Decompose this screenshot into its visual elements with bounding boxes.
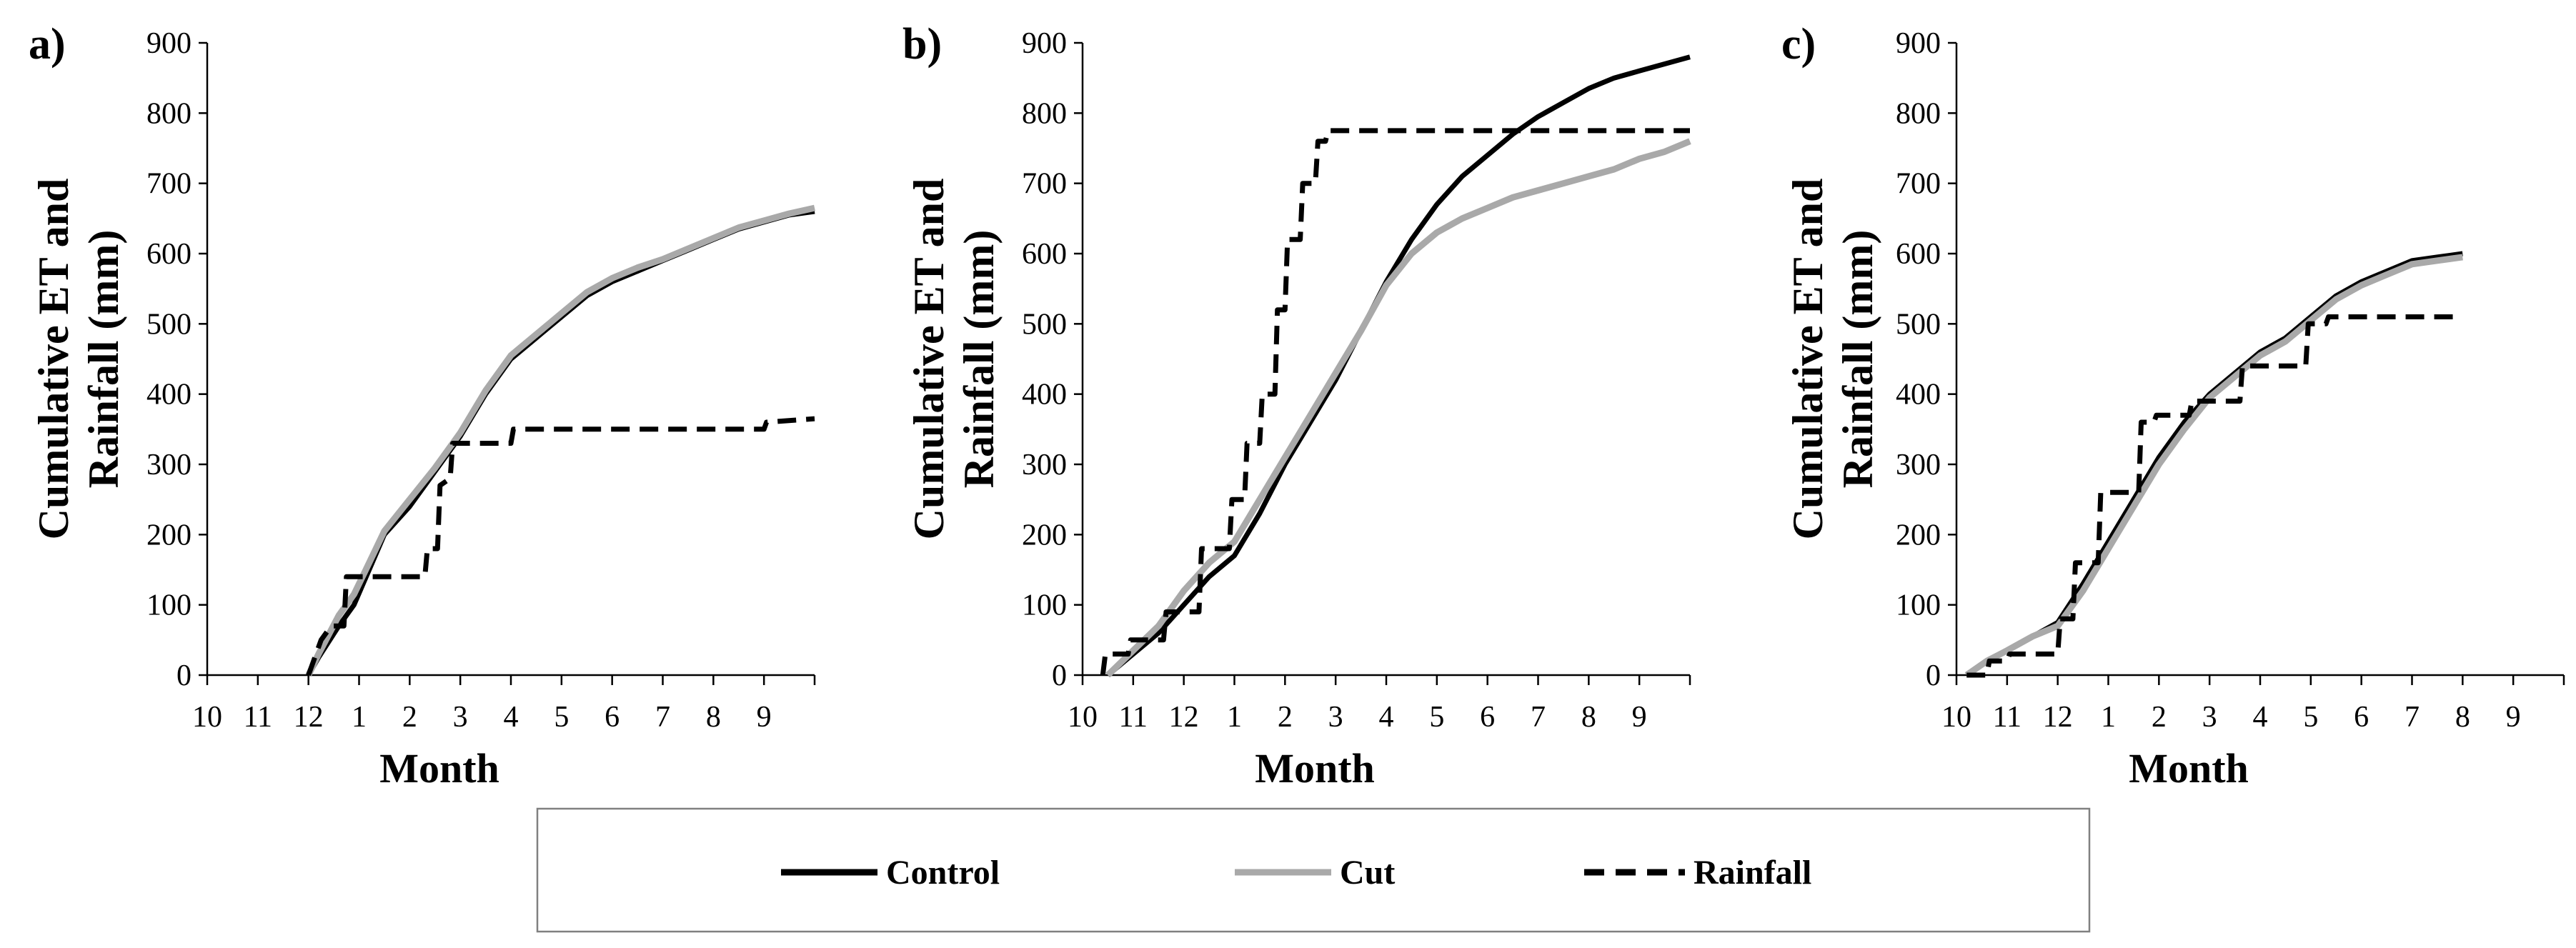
- y-tick-label: 200: [1896, 519, 1941, 552]
- series-cut: [1105, 138, 1691, 678]
- y-tick-label: 900: [1022, 27, 1067, 60]
- legend-label-rainfall: Rainfall: [1694, 854, 1811, 892]
- x-tick-label: 4: [2253, 701, 2268, 734]
- y-axis-label-line2: Rainfall (mm): [80, 230, 127, 489]
- y-tick-label: 0: [1926, 659, 1941, 692]
- x-tick-label: 5: [554, 701, 569, 734]
- y-tick-label: 900: [1896, 27, 1941, 60]
- x-tick-label: 3: [1328, 701, 1343, 734]
- x-axis-label: Month: [379, 745, 499, 792]
- x-tick-label: 8: [2455, 701, 2470, 734]
- y-axis-label-line1: Cumulative ET and: [30, 179, 77, 540]
- y-axis-label-line2: Rainfall (mm): [1834, 230, 1881, 489]
- x-tick-label: 5: [2303, 701, 2318, 734]
- x-tick-label: 10: [192, 701, 222, 734]
- y-tick-label: 600: [1896, 238, 1941, 271]
- x-tick-label: 11: [1119, 701, 1148, 734]
- x-tick-label: 9: [2506, 701, 2521, 734]
- panel-label: c): [1781, 20, 1816, 69]
- x-tick-label: 9: [1632, 701, 1647, 734]
- x-tick-label: 8: [1581, 701, 1596, 734]
- x-tick-label: 7: [2405, 701, 2420, 734]
- y-axis-label-line1: Cumulative ET and: [1784, 179, 1831, 540]
- x-axis-label: Month: [1255, 745, 1375, 792]
- x-tick-label: 4: [504, 701, 519, 734]
- x-tick-label: 3: [453, 701, 468, 734]
- y-tick-label: 600: [1022, 238, 1067, 271]
- x-tick-label: 4: [1379, 701, 1394, 734]
- x-tick-label: 2: [402, 701, 417, 734]
- x-tick-label: 2: [1278, 701, 1293, 734]
- x-axis-label: Month: [2129, 745, 2249, 792]
- x-tick-label: 8: [706, 701, 721, 734]
- x-tick-label: 3: [2202, 701, 2217, 734]
- y-tick-label: 500: [1022, 308, 1067, 341]
- series-cut: [305, 204, 815, 677]
- legend-label-cut: Cut: [1340, 854, 1395, 892]
- y-axis-label-line2: Rainfall (mm): [955, 230, 1003, 489]
- y-tick-label: 700: [1896, 168, 1941, 201]
- x-tick-label: 12: [294, 701, 324, 734]
- x-tick-label: 10: [1068, 701, 1098, 734]
- y-tick-label: 600: [146, 238, 192, 271]
- y-tick-label: 400: [1022, 379, 1067, 411]
- x-tick-label: 5: [1429, 701, 1444, 734]
- y-tick-label: 300: [1022, 449, 1067, 482]
- series-rainfall: [306, 416, 815, 677]
- y-tick-label: 800: [1022, 97, 1067, 130]
- series-rainfall: [1966, 314, 2463, 678]
- series-cut: [1964, 254, 2463, 678]
- y-tick-label: 0: [176, 659, 192, 692]
- x-tick-label: 1: [1227, 701, 1242, 734]
- y-tick-label: 100: [1896, 589, 1941, 622]
- y-tick-label: 800: [1896, 97, 1941, 130]
- y-tick-label: 700: [1022, 168, 1067, 201]
- y-tick-label: 300: [146, 449, 192, 482]
- x-tick-label: 1: [352, 701, 367, 734]
- x-tick-label: 12: [1169, 701, 1199, 734]
- y-tick-label: 100: [146, 589, 192, 622]
- y-tick-label: 500: [146, 308, 192, 341]
- x-tick-label: 6: [1480, 701, 1495, 734]
- y-tick-label: 500: [1896, 308, 1941, 341]
- x-tick-label: 10: [1941, 701, 1971, 734]
- y-axis-label-line1: Cumulative ET and: [905, 179, 953, 540]
- x-tick-label: 1: [2101, 701, 2116, 734]
- y-tick-label: 0: [1052, 659, 1067, 692]
- x-tick-label: 7: [655, 701, 670, 734]
- x-tick-label: 11: [1993, 701, 2021, 734]
- y-tick-label: 900: [146, 27, 192, 60]
- x-tick-label: 9: [757, 701, 772, 734]
- series-control: [306, 209, 815, 677]
- y-tick-label: 400: [1896, 379, 1941, 411]
- y-tick-label: 300: [1896, 449, 1941, 482]
- series-control: [1106, 54, 1691, 677]
- legend-box: [536, 807, 2091, 933]
- y-tick-label: 200: [1022, 519, 1067, 552]
- y-tick-label: 700: [146, 168, 192, 201]
- legend: Control Cut Rainfall: [536, 807, 2091, 933]
- legend-label-control: Control: [886, 854, 1000, 892]
- x-tick-label: 11: [244, 701, 272, 734]
- x-tick-label: 12: [2043, 701, 2073, 734]
- panel-label: a): [29, 20, 66, 69]
- x-tick-label: 2: [2152, 701, 2167, 734]
- panel-label: b): [902, 20, 942, 69]
- y-tick-label: 400: [146, 379, 192, 411]
- x-tick-label: 6: [605, 701, 620, 734]
- y-tick-label: 200: [146, 519, 192, 552]
- y-tick-label: 100: [1022, 589, 1067, 622]
- x-tick-label: 6: [2354, 701, 2369, 734]
- series-rainfall: [1100, 128, 1690, 676]
- x-tick-label: 7: [1531, 701, 1546, 734]
- y-tick-label: 800: [146, 97, 192, 130]
